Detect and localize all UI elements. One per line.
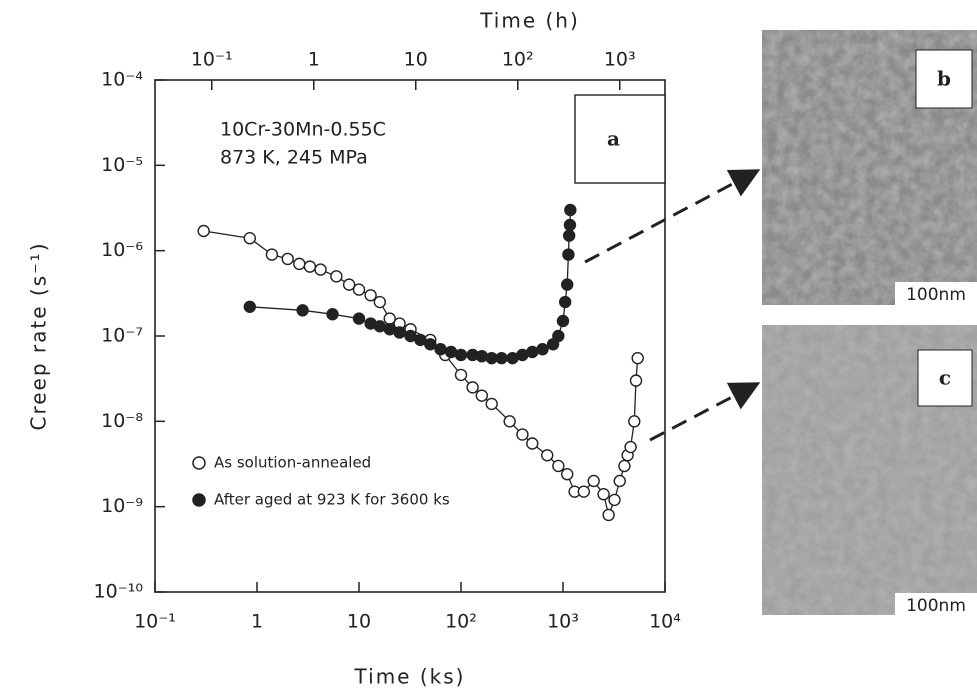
data-point <box>243 231 257 245</box>
y-tick-label: 10⁻¹⁰ <box>94 581 143 603</box>
series-line <box>203 230 639 518</box>
data-point <box>628 415 641 428</box>
data-point <box>352 312 366 325</box>
y-tick-label: 10⁻⁶ <box>101 239 143 261</box>
data-point <box>562 229 576 242</box>
data-point <box>265 248 279 261</box>
data-point <box>314 263 327 276</box>
top-axis-title: Time (h) <box>479 9 580 33</box>
panel-c-label: c <box>939 366 951 390</box>
x-tick-label: 10 <box>347 611 371 633</box>
data-point <box>552 329 565 343</box>
x-tick-label: 10³ <box>547 611 579 633</box>
data-point <box>434 343 447 356</box>
data-point <box>293 257 306 271</box>
data-point <box>629 374 643 387</box>
data-point <box>602 508 615 522</box>
top-tick-label: 10⁻¹ <box>191 49 233 71</box>
data-point <box>556 314 570 328</box>
data-point <box>243 300 257 313</box>
scale-bar-b: 100nm <box>906 285 966 305</box>
data-point <box>197 224 210 238</box>
top-tick-label: 10 <box>404 49 428 71</box>
data-point <box>624 440 637 454</box>
top-tick-label: 10³ <box>604 49 636 71</box>
x-axis-title: Time (ks) <box>354 665 466 689</box>
data-point <box>454 348 468 362</box>
y-tick-label: 10⁻⁷ <box>101 325 143 347</box>
data-point <box>561 468 574 481</box>
data-point <box>597 487 610 501</box>
data-point <box>364 289 377 302</box>
arrow-to-b <box>584 169 761 264</box>
data-point <box>526 437 539 450</box>
data-point <box>577 485 591 498</box>
alloy-label: 10Cr-30Mn-0.55C <box>220 119 386 141</box>
x-tick-label: 10⁴ <box>649 611 681 633</box>
data-point <box>454 368 468 382</box>
x-tick-label: 1 <box>251 611 263 633</box>
data-point <box>526 345 539 359</box>
panel-c-box <box>917 349 973 407</box>
data-point <box>613 474 626 488</box>
data-point <box>475 389 489 402</box>
legend-marker <box>192 456 206 470</box>
test-conditions: 873 K, 245 MPa <box>220 147 368 169</box>
data-point <box>393 326 406 339</box>
x-tick-label: 10⁻¹ <box>134 611 176 633</box>
panel-b-box <box>915 49 973 109</box>
data-point <box>587 474 600 488</box>
data-point <box>296 304 309 317</box>
data-point <box>558 295 572 309</box>
data-point <box>618 459 631 473</box>
data-point <box>424 338 437 351</box>
data-point <box>475 349 489 363</box>
y-axis-title: Creep rate (s⁻¹) <box>27 242 51 431</box>
data-point <box>561 278 574 291</box>
data-point <box>552 459 565 473</box>
data-point <box>562 248 575 261</box>
data-point <box>326 308 339 321</box>
data-point <box>541 449 554 462</box>
scale-bar-c: 100nm <box>906 596 966 616</box>
data-point <box>564 203 577 217</box>
top-tick-label: 1 <box>308 49 320 71</box>
scale-bar-c-bg <box>895 593 977 617</box>
data-point <box>303 260 317 273</box>
y-tick-label: 10⁻⁸ <box>101 410 143 432</box>
data-point <box>466 381 479 394</box>
data-point <box>352 283 366 296</box>
data-point <box>563 218 577 232</box>
y-tick-label: 10⁻⁴ <box>101 69 143 91</box>
panel-a-label: a <box>607 127 620 151</box>
data-point <box>608 493 621 507</box>
data-point <box>503 415 516 428</box>
panel-b-label: b <box>937 67 951 91</box>
data-point <box>495 351 508 365</box>
data-point <box>330 270 343 283</box>
data-point <box>373 295 387 309</box>
x-tick-label: 10² <box>445 611 477 633</box>
data-point <box>631 351 644 365</box>
data-point <box>536 343 549 356</box>
legend-label: As solution-annealed <box>214 454 371 472</box>
scale-bar-b-bg <box>895 282 977 306</box>
data-point <box>485 397 498 411</box>
y-tick-label: 10⁻⁹ <box>101 495 143 517</box>
arrow-to-c <box>649 382 761 442</box>
legend-marker <box>192 493 206 507</box>
data-point <box>516 428 529 441</box>
panel-a-box <box>574 94 666 184</box>
legend-label: After aged at 923 K for 3600 ks <box>214 491 450 509</box>
data-point <box>281 252 294 266</box>
data-point <box>342 278 356 291</box>
y-tick-label: 10⁻⁵ <box>101 154 143 176</box>
top-tick-label: 10² <box>502 49 534 71</box>
